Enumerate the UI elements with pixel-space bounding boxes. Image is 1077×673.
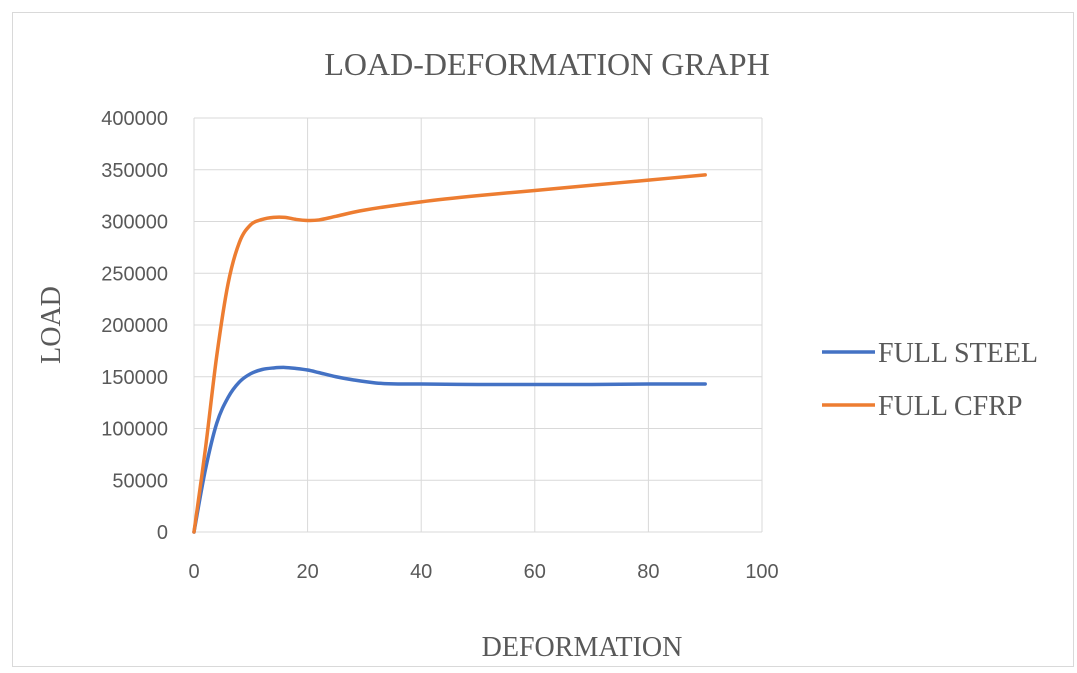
- y-tick-label-8: 400000: [101, 108, 168, 130]
- y-tick-label-5: 250000: [101, 263, 168, 285]
- x-tick-label-2: 40: [410, 561, 432, 583]
- chart-title: LOAD-DEFORMATION GRAPH: [324, 46, 769, 82]
- y-tick-label-6: 300000: [101, 212, 168, 234]
- legend-label-full-steel: FULL STEEL: [878, 338, 1038, 369]
- series-line-full-cfrp: [192, 173, 707, 534]
- x-tick-labels: 0 20 40 60 80 100: [188, 561, 778, 583]
- legend-label-full-cfrp: FULL CFRP: [878, 391, 1022, 422]
- x-tick-label-5: 100: [745, 561, 778, 583]
- y-tick-labels: 0 50000 100000 150000 200000 250000 300000 3500…: [101, 108, 168, 544]
- y-tick-label-7: 350000: [101, 160, 168, 182]
- series-lines: [192, 173, 707, 534]
- y-tick-label-1: 50000: [112, 470, 168, 492]
- x-tick-label-3: 60: [524, 561, 546, 583]
- series-line-full-steel: [192, 365, 707, 534]
- x-tick-label-0: 0: [188, 561, 199, 583]
- legend: FULL STEEL FULL CFRP: [822, 338, 1038, 422]
- y-tick-label-3: 150000: [101, 367, 168, 389]
- y-tick-label-4: 200000: [101, 315, 168, 337]
- y-tick-label-0: 0: [157, 522, 168, 544]
- y-tick-label-2: 100000: [101, 419, 168, 441]
- x-tick-label-1: 20: [296, 561, 318, 583]
- grid-lines: [193, 117, 763, 533]
- x-tick-label-4: 80: [637, 561, 659, 583]
- y-axis-title: LOAD: [36, 286, 67, 364]
- chart-frame: [12, 12, 1074, 667]
- x-axis-title: DEFORMATION: [482, 632, 683, 663]
